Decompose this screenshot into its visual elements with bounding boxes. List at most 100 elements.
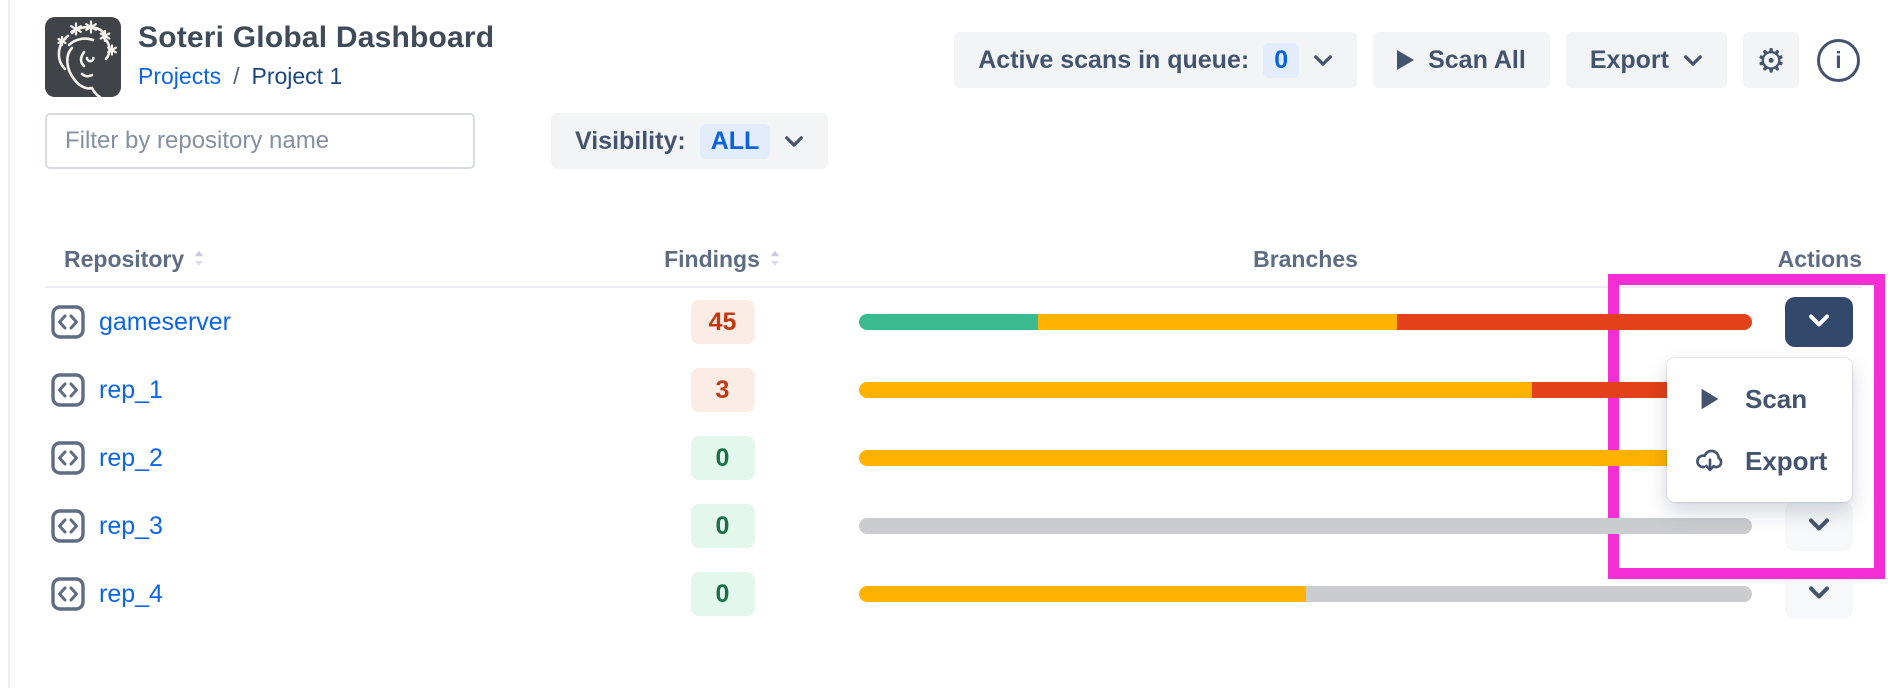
sort-icon <box>193 246 205 273</box>
repository-link[interactable]: rep_4 <box>99 579 163 608</box>
export-label: Export <box>1589 45 1669 74</box>
repository-cell: rep_2 <box>45 441 595 475</box>
repository-cell: rep_4 <box>45 577 595 611</box>
column-header-findings[interactable]: Findings <box>595 246 850 273</box>
repository-link[interactable]: gameserver <box>99 307 231 336</box>
findings-cell: 45 <box>595 300 850 344</box>
active-scans-queue-dropdown[interactable]: Active scans in queue: 0 <box>954 32 1358 88</box>
soteri-logo <box>45 17 121 97</box>
menu-item-label: Scan <box>1745 383 1808 414</box>
menu-item-label: Export <box>1745 445 1828 476</box>
column-header-branches: Branches <box>1253 246 1358 272</box>
branches-cell <box>859 382 1752 398</box>
window-edge-divider <box>8 0 10 688</box>
info-button[interactable]: i <box>1815 32 1862 88</box>
chevron-down-icon <box>1313 54 1333 67</box>
findings-cell: 0 <box>595 504 850 548</box>
branches-bar <box>859 586 1752 602</box>
brand: Soteri Global Dashboard Projects / Proje… <box>45 17 494 97</box>
repositories-table: Repository Findings Branches Actions <box>45 233 1862 628</box>
table-body: gameserver 45 rep_1 <box>45 288 1862 628</box>
sort-icon <box>769 246 781 273</box>
row-actions-dropdown-button[interactable] <box>1785 569 1853 619</box>
chevron-down-icon <box>1807 517 1831 535</box>
actions-menu-item[interactable]: Export <box>1667 430 1852 492</box>
repository-code-icon <box>51 373 85 407</box>
repository-code-icon <box>51 577 85 611</box>
table-row: gameserver 45 <box>45 288 1862 356</box>
findings-badge: 0 <box>690 436 755 480</box>
queue-label: Active scans in queue: <box>978 45 1250 74</box>
titles: Soteri Global Dashboard Projects / Proje… <box>138 17 494 97</box>
column-header-repository[interactable]: Repository <box>45 246 595 273</box>
export-dropdown-button[interactable]: Export <box>1565 32 1727 88</box>
breadcrumb-projects-link[interactable]: Projects <box>138 63 222 89</box>
chevron-down-icon <box>1807 313 1831 331</box>
repository-link[interactable]: rep_1 <box>99 375 163 404</box>
gear-icon: ⚙ <box>1756 40 1786 80</box>
repository-code-icon <box>51 509 85 543</box>
info-icon: i <box>1817 38 1860 82</box>
branches-cell <box>859 314 1752 330</box>
row-actions-dropdown-button[interactable] <box>1785 297 1853 347</box>
repository-cell: rep_3 <box>45 509 595 543</box>
filter-bar: Visibility: ALL <box>45 113 1900 169</box>
actions-cell <box>1752 501 1862 551</box>
breadcrumb: Projects / Project 1 <box>138 63 494 90</box>
table-row: rep_2 0 <box>45 424 1862 492</box>
breadcrumb-separator: / <box>233 63 240 89</box>
row-actions-dropdown-button[interactable] <box>1785 501 1853 551</box>
repository-cell: gameserver <box>45 305 595 339</box>
logo-stars <box>57 20 117 56</box>
branches-bar <box>859 314 1752 330</box>
play-icon <box>1701 388 1719 410</box>
table-row: rep_3 0 <box>45 492 1862 560</box>
visibility-value-badge: ALL <box>699 123 771 159</box>
header: Soteri Global Dashboard Projects / Proje… <box>0 0 1900 97</box>
scan-all-button[interactable]: Scan All <box>1373 32 1550 88</box>
repository-filter-input[interactable] <box>45 113 475 169</box>
branches-cell <box>859 450 1752 466</box>
visibility-dropdown[interactable]: Visibility: ALL <box>551 113 829 169</box>
repository-link[interactable]: rep_3 <box>99 511 163 540</box>
actions-cell <box>1752 297 1862 347</box>
header-controls: Active scans in queue: 0 Scan All Export… <box>954 32 1862 88</box>
table-row: rep_4 0 <box>45 560 1862 628</box>
repository-cell: rep_1 <box>45 373 595 407</box>
chevron-down-icon <box>784 135 804 148</box>
branches-bar <box>859 382 1752 398</box>
findings-cell: 3 <box>595 368 850 412</box>
cloud-download-icon <box>1696 449 1723 472</box>
menu-item-icon <box>1694 445 1726 477</box>
scan-all-label: Scan All <box>1428 45 1526 74</box>
table-row: rep_1 3 <box>45 356 1862 424</box>
menu-item-icon <box>1694 387 1726 411</box>
repository-code-icon <box>51 441 85 475</box>
breadcrumb-current: Project 1 <box>251 63 343 89</box>
actions-cell <box>1752 569 1862 619</box>
column-header-actions: Actions <box>1777 246 1862 272</box>
repository-link[interactable]: rep_2 <box>99 443 163 472</box>
page-title: Soteri Global Dashboard <box>138 21 495 54</box>
play-icon <box>1397 50 1415 70</box>
findings-cell: 0 <box>595 572 850 616</box>
repository-code-icon <box>51 305 85 339</box>
actions-menu-item[interactable]: Scan <box>1667 368 1852 430</box>
findings-badge: 0 <box>690 504 755 548</box>
branches-cell <box>859 586 1752 602</box>
findings-badge: 3 <box>690 368 755 412</box>
branches-bar <box>859 518 1752 534</box>
findings-badge: 0 <box>690 572 755 616</box>
findings-cell: 0 <box>595 436 850 480</box>
branches-bar <box>859 450 1752 466</box>
settings-button[interactable]: ⚙ <box>1743 32 1799 88</box>
chevron-down-icon <box>1683 54 1703 67</box>
chevron-down-icon <box>1807 585 1831 603</box>
table-header-row: Repository Findings Branches Actions <box>45 233 1862 288</box>
visibility-label: Visibility: <box>575 126 686 155</box>
findings-badge: 45 <box>690 300 755 344</box>
queue-count-badge: 0 <box>1263 42 1300 78</box>
branches-cell <box>859 518 1752 534</box>
row-actions-menu: Scan Export <box>1667 358 1852 502</box>
